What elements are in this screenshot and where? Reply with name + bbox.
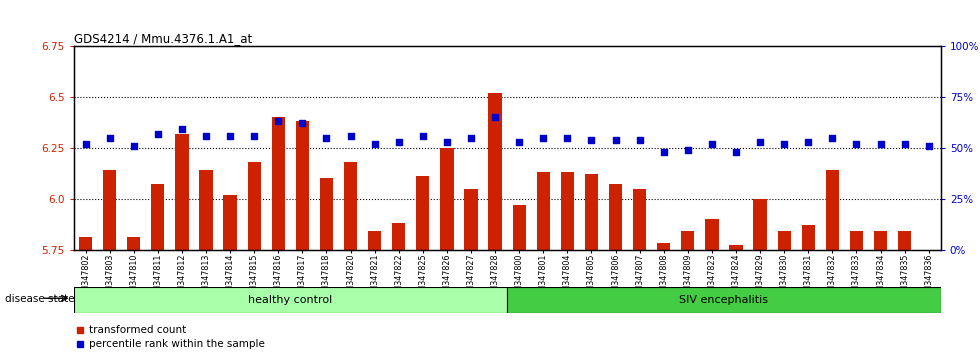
Point [656,149,671,155]
Point [512,139,527,144]
Point [560,135,575,141]
Bar [729,246,743,250]
Bar [151,184,165,250]
Point [608,137,623,142]
Text: SIV encephalitis: SIV encephalitis [679,295,768,305]
Bar [440,148,454,250]
Point [439,139,455,144]
Point [849,141,864,147]
Bar [465,188,477,250]
Bar [271,117,285,250]
Point [921,143,937,149]
Point [318,135,334,141]
Text: healthy control: healthy control [248,295,332,305]
Point [198,133,214,138]
Point [125,143,141,149]
Bar [513,205,526,250]
Bar [633,188,646,250]
Point [150,131,166,136]
Bar [127,238,140,250]
Bar [898,231,911,250]
Bar [319,178,333,250]
Point [77,141,93,147]
Bar [826,170,839,250]
Bar [508,287,941,313]
Point [391,139,407,144]
Point [464,135,479,141]
Point [704,141,719,147]
Point [174,127,190,132]
Point [873,141,889,147]
Bar [392,223,406,250]
Text: disease state: disease state [5,294,74,304]
Bar [103,170,117,250]
Point [415,133,430,138]
Bar [79,238,92,250]
Point [295,120,311,126]
Bar [658,244,670,250]
Bar [537,172,550,250]
Point [270,119,286,124]
Point [632,137,648,142]
Point [753,139,768,144]
Point [680,147,696,153]
Point [728,149,744,155]
Bar [199,170,213,250]
Point [343,133,359,138]
Point [367,141,382,147]
Bar [609,184,622,250]
Bar [248,162,261,250]
Bar [488,93,502,250]
Point [897,141,912,147]
Bar [706,219,718,250]
Bar [850,231,863,250]
Bar [344,162,357,250]
Bar [681,231,695,250]
Point [801,139,816,144]
Bar [416,176,429,250]
Point [222,133,238,138]
Text: GDS4214 / Mmu.4376.1.A1_at: GDS4214 / Mmu.4376.1.A1_at [74,32,252,45]
Bar [175,133,188,250]
Bar [296,121,309,250]
Text: percentile rank within the sample: percentile rank within the sample [89,339,265,349]
Bar [754,199,766,250]
Bar [777,231,791,250]
Bar [802,225,815,250]
Bar [368,231,381,250]
Point [584,137,600,142]
Bar [74,287,508,313]
Point [535,135,551,141]
Point [102,135,118,141]
Bar [874,231,887,250]
Point [824,135,840,141]
Point [776,141,792,147]
Point [487,114,503,120]
Point [246,133,262,138]
Text: transformed count: transformed count [89,325,186,335]
Bar [585,174,598,250]
Bar [223,195,237,250]
Bar [561,172,574,250]
